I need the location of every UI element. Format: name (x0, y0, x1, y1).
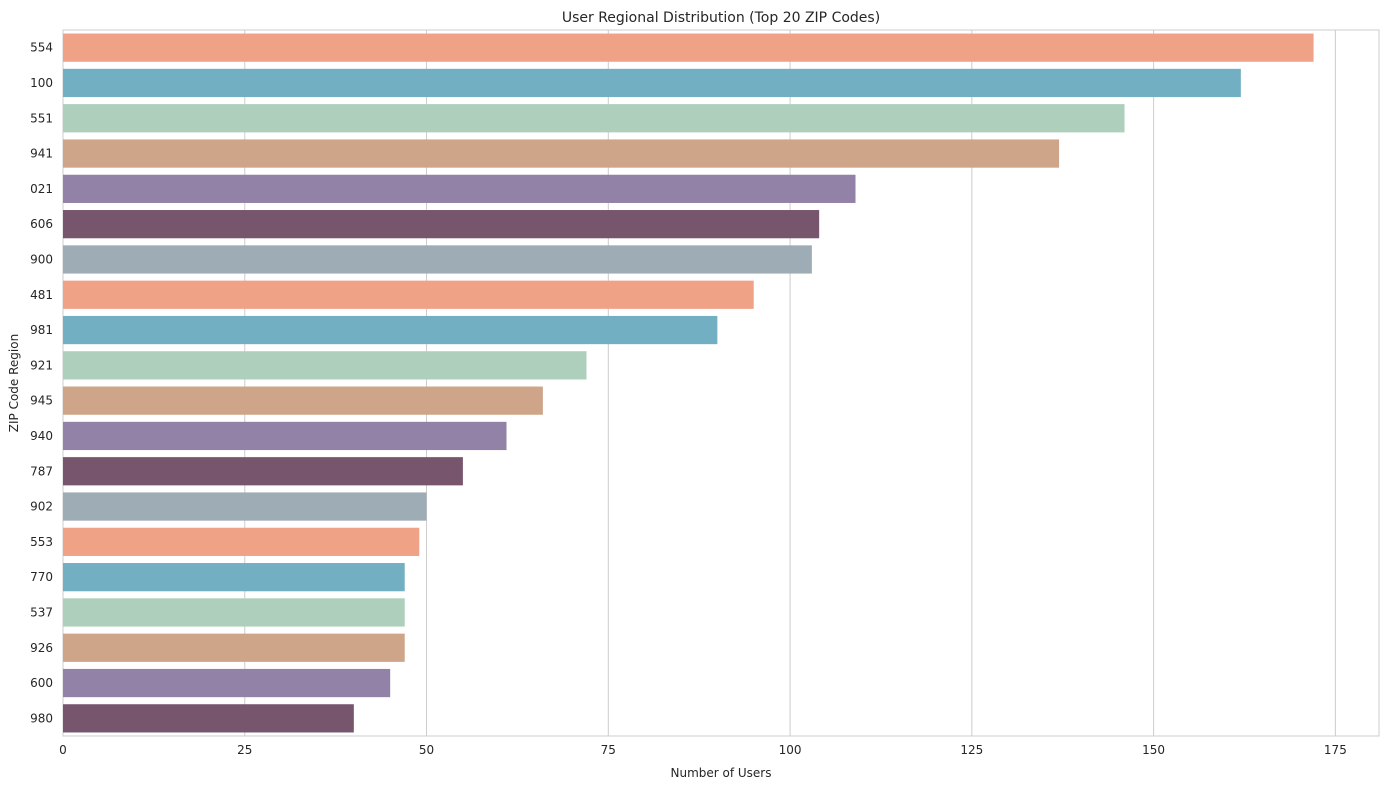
y-tick-label: 926 (30, 641, 53, 655)
bar-787 (63, 457, 463, 486)
y-tick-label: 554 (30, 41, 53, 55)
x-tick-label: 150 (1142, 743, 1165, 757)
y-tick-label: 551 (30, 111, 53, 125)
bar-900 (63, 245, 812, 274)
bar-021 (63, 174, 856, 203)
y-tick-label: 770 (30, 570, 53, 584)
bar-945 (63, 386, 543, 415)
bar-921 (63, 351, 587, 380)
y-tick-label: 941 (30, 147, 53, 161)
plot-area (62, 29, 1380, 737)
bar-100 (63, 68, 1241, 98)
bar-902 (63, 492, 427, 521)
bar-481 (63, 280, 754, 309)
x-tick-label: 100 (779, 743, 802, 757)
y-tick-label: 981 (30, 323, 53, 337)
y-tick-label: 600 (30, 676, 53, 690)
bar-981 (63, 315, 718, 345)
bar-537 (63, 598, 405, 627)
bar-606 (63, 210, 820, 239)
bar-770 (63, 563, 405, 592)
bar-551 (63, 104, 1125, 133)
x-axis-title: Number of Users (670, 766, 771, 780)
y-tick-label: 787 (30, 464, 53, 478)
bar-941 (63, 139, 1060, 168)
y-tick-label: 100 (30, 76, 53, 90)
y-tick-label: 553 (30, 535, 53, 549)
bar-940 (63, 421, 507, 451)
bars (63, 33, 1314, 733)
bar-980 (63, 704, 354, 733)
y-axis-title: ZIP Code Region (7, 334, 21, 432)
y-tick-label: 945 (30, 394, 53, 408)
x-tick-labels: 0 25 50 75 100 125 150 175 (59, 743, 1347, 757)
y-tick-label: 940 (30, 429, 53, 443)
bar-600 (63, 668, 391, 698)
x-tick-label: 0 (59, 743, 67, 757)
y-tick-labels: 554 100 551 941 021 606 900 481 981 921 945 940 787 9… (30, 41, 53, 726)
y-tick-label: 021 (30, 182, 53, 196)
y-tick-label: 900 (30, 252, 53, 266)
x-tick-label: 25 (237, 743, 252, 757)
y-tick-label: 481 (30, 288, 53, 302)
chart-title: User Regional Distribution (Top 20 ZIP C… (562, 10, 880, 26)
y-tick-label: 537 (30, 605, 53, 619)
bar-926 (63, 633, 405, 662)
y-tick-label: 921 (30, 358, 53, 372)
x-tick-label: 50 (419, 743, 434, 757)
bar-554 (63, 33, 1314, 62)
x-tick-label: 75 (601, 743, 616, 757)
bar-553 (63, 527, 420, 556)
x-tick-label: 125 (960, 743, 983, 757)
y-tick-label: 980 (30, 711, 53, 725)
y-tick-label: 902 (30, 500, 53, 514)
y-tick-label: 606 (30, 217, 53, 231)
x-tick-label: 175 (1324, 743, 1347, 757)
